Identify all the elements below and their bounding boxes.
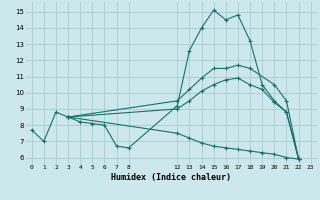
X-axis label: Humidex (Indice chaleur): Humidex (Indice chaleur) (111, 173, 231, 182)
